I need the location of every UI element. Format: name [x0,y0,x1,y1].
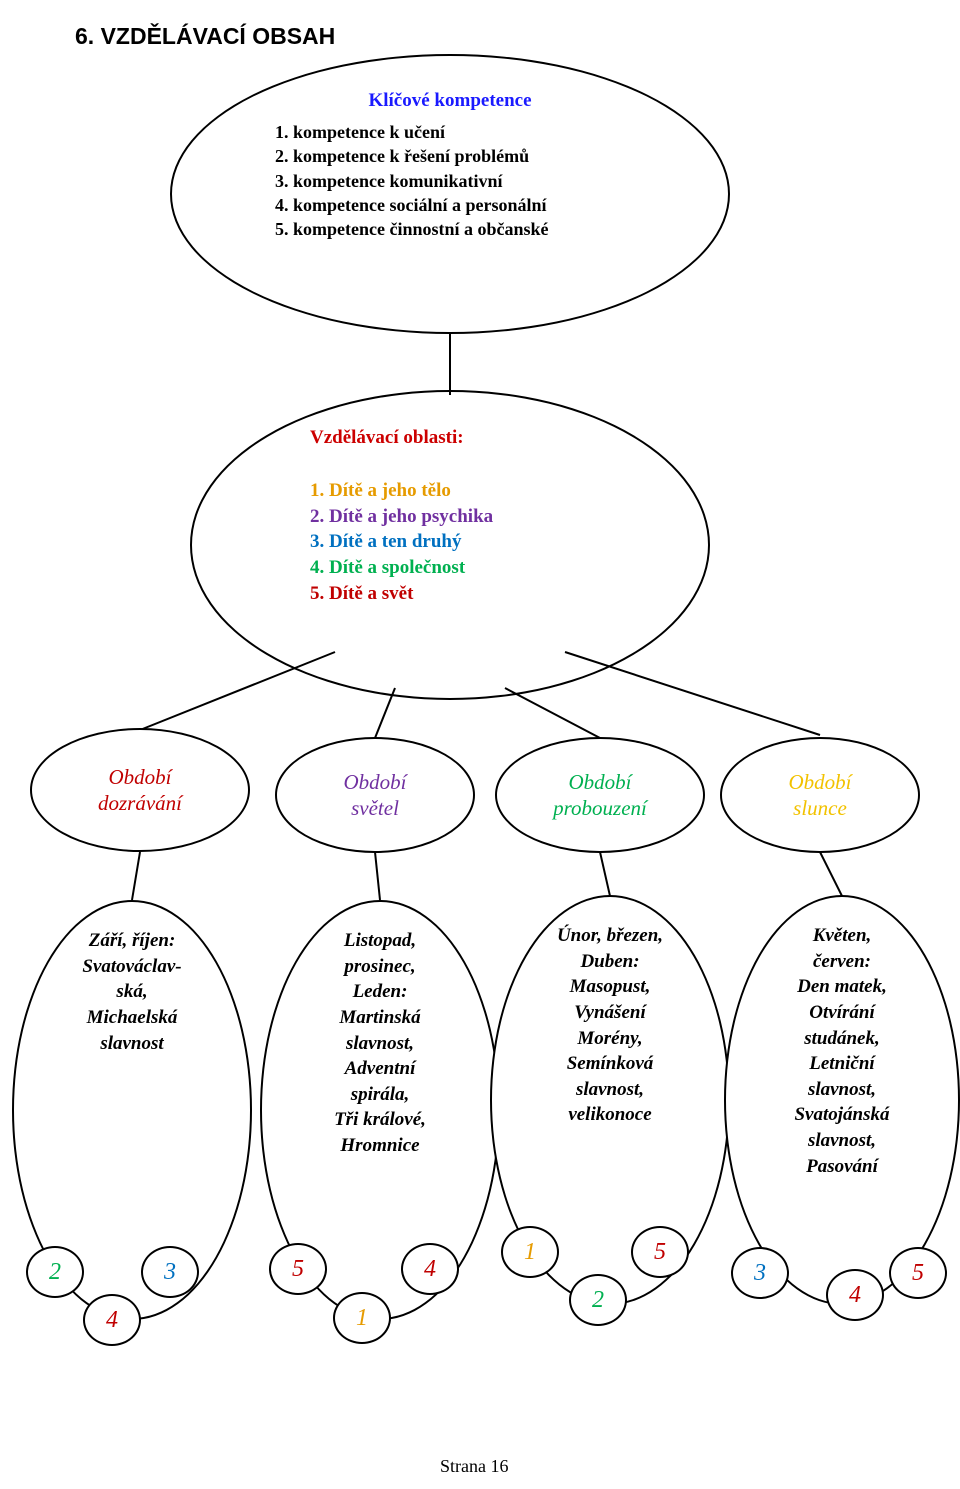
period-label-probouzeni: Obdobíprobouzení [553,769,647,822]
num-circle-listopad-1: 1 [333,1292,391,1344]
num-circle-listopad-4: 4 [401,1243,459,1295]
kompetence-item: 1. kompetence k učení [275,120,635,144]
num-label: 3 [754,1260,766,1287]
kompetence-heading: Klíčové kompetence [340,90,560,112]
num-label: 5 [292,1256,304,1283]
num-label: 1 [524,1239,536,1266]
num-circle-kveten-4: 4 [826,1269,884,1321]
num-label: 4 [849,1282,861,1309]
num-label: 3 [164,1259,176,1286]
kompetence-list: 1. kompetence k učení 2. kompetence k ře… [275,120,635,241]
period-ellipse-slunce: Obdobíslunce [720,737,920,853]
num-label: 4 [106,1307,118,1334]
period-ellipse-probouzeni: Obdobíprobouzení [495,737,705,853]
oblasti-heading: Vzdělávací oblasti: [310,427,464,449]
kompetence-item: 2. kompetence k řešení problémů [275,144,635,168]
num-circle-zari-2: 2 [26,1246,84,1298]
num-circle-unor-1: 1 [501,1226,559,1278]
page-title: 6. VZDĚLÁVACÍ OBSAH [75,23,335,50]
leaf-text-listopad: Listopad,prosinec,Leden:Martinskáslavnos… [268,928,492,1159]
num-circle-unor-5: 5 [631,1226,689,1278]
oblasti-item: 5. Dítě a svět [310,581,630,607]
num-label: 2 [592,1287,604,1314]
oblasti-item: 1. Dítě a jeho tělo [310,478,630,504]
num-label: 2 [49,1259,61,1286]
num-circle-listopad-5: 5 [269,1243,327,1295]
period-label-svetel: Obdobísvětel [344,769,407,822]
period-ellipse-svetel: Obdobísvětel [275,737,475,853]
leaf-text-zari: Září, říjen:Svatováclav-ská,Michaelskásl… [20,928,244,1056]
page-footer: Strana 16 [440,1456,508,1477]
period-label-dozravani: Obdobídozrávání [98,764,182,817]
kompetence-item: 4. kompetence sociální a personální [275,193,635,217]
num-label: 5 [912,1260,924,1287]
oblasti-item: 3. Dítě a ten druhý [310,529,630,555]
num-label: 1 [356,1305,368,1332]
num-circle-unor-2: 2 [569,1274,627,1326]
num-label: 5 [654,1239,666,1266]
num-label: 4 [424,1256,436,1283]
period-ellipse-dozravani: Obdobídozrávání [30,728,250,852]
num-circle-kveten-5: 5 [889,1247,947,1299]
num-circle-zari-4: 4 [83,1294,141,1346]
period-label-slunce: Obdobíslunce [789,769,852,822]
num-circle-kveten-3: 3 [731,1247,789,1299]
num-circle-zari-3: 3 [141,1246,199,1298]
kompetence-item: 5. kompetence činnostní a občanské [275,217,635,241]
oblasti-item: 2. Dítě a jeho psychika [310,504,630,530]
leaf-text-unor: Únor, březen,Duben:Masopust,VynášeníMoré… [498,923,722,1128]
leaf-text-kveten: Květen,červen:Den matek,Otvíránístudánek… [732,923,952,1179]
oblasti-list: 1. Dítě a jeho tělo 2. Dítě a jeho psych… [310,478,630,606]
oblasti-item: 4. Dítě a společnost [310,555,630,581]
kompetence-item: 3. kompetence komunikativní [275,169,635,193]
